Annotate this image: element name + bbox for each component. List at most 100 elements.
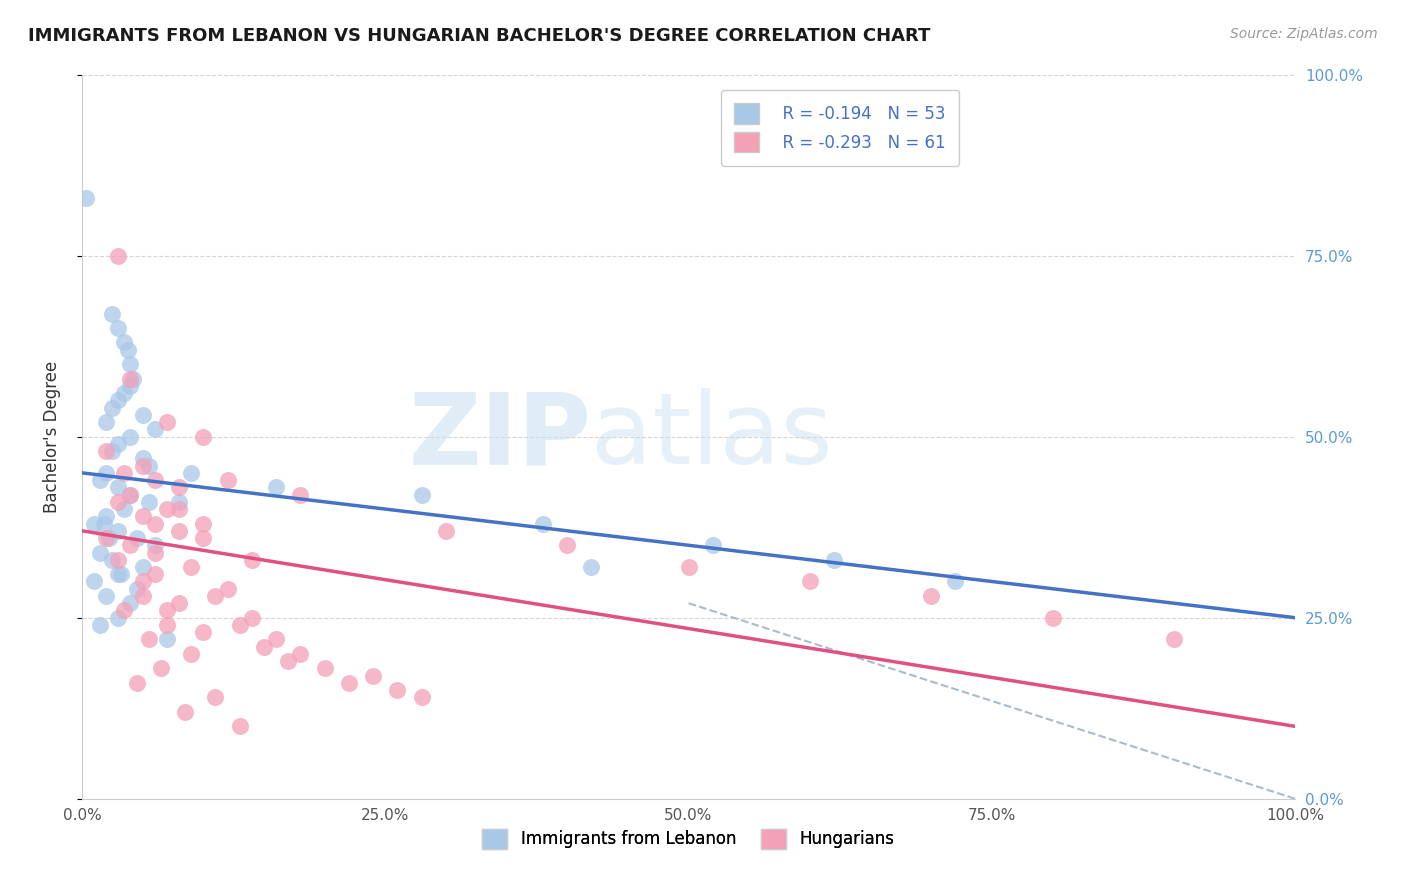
Point xyxy=(89,618,111,632)
Point xyxy=(120,487,142,501)
Point xyxy=(193,625,215,640)
Point xyxy=(110,567,132,582)
Point xyxy=(107,524,129,538)
Point xyxy=(277,654,299,668)
Point xyxy=(411,487,433,501)
Point xyxy=(120,357,142,371)
Point xyxy=(122,372,145,386)
Point xyxy=(89,545,111,559)
Point xyxy=(361,668,384,682)
Point xyxy=(96,444,118,458)
Point xyxy=(167,495,190,509)
Point xyxy=(240,610,263,624)
Point xyxy=(337,676,360,690)
Point xyxy=(125,582,148,596)
Point xyxy=(120,538,142,552)
Point xyxy=(217,473,239,487)
Point xyxy=(131,408,153,422)
Point xyxy=(156,618,179,632)
Point xyxy=(702,538,724,552)
Point xyxy=(120,487,142,501)
Point xyxy=(143,473,166,487)
Point xyxy=(531,516,554,531)
Point xyxy=(264,632,287,647)
Point xyxy=(290,647,312,661)
Point xyxy=(107,553,129,567)
Point xyxy=(75,191,97,205)
Point xyxy=(107,480,129,494)
Point xyxy=(945,574,967,589)
Point xyxy=(96,531,118,545)
Point xyxy=(117,343,139,357)
Point xyxy=(125,676,148,690)
Point xyxy=(167,596,190,610)
Point xyxy=(131,560,153,574)
Point xyxy=(156,603,179,617)
Point xyxy=(228,618,250,632)
Point xyxy=(89,473,111,487)
Point xyxy=(1163,632,1185,647)
Point xyxy=(107,321,129,335)
Point xyxy=(143,538,166,552)
Point xyxy=(555,538,578,552)
Point xyxy=(581,560,603,574)
Point xyxy=(107,437,129,451)
Point xyxy=(204,589,226,603)
Text: atlas: atlas xyxy=(592,388,834,485)
Point xyxy=(180,560,202,574)
Point xyxy=(264,480,287,494)
Point xyxy=(156,415,179,429)
Point xyxy=(156,502,179,516)
Point xyxy=(107,567,129,582)
Point xyxy=(101,553,124,567)
Point xyxy=(167,524,190,538)
Y-axis label: Bachelor's Degree: Bachelor's Degree xyxy=(44,360,60,513)
Point xyxy=(96,509,118,524)
Text: IMMIGRANTS FROM LEBANON VS HUNGARIAN BACHELOR'S DEGREE CORRELATION CHART: IMMIGRANTS FROM LEBANON VS HUNGARIAN BAC… xyxy=(28,27,931,45)
Point xyxy=(96,415,118,429)
Point xyxy=(180,466,202,480)
Point xyxy=(174,705,197,719)
Point xyxy=(167,480,190,494)
Text: Source: ZipAtlas.com: Source: ZipAtlas.com xyxy=(1230,27,1378,41)
Point xyxy=(434,524,457,538)
Point xyxy=(131,509,153,524)
Point xyxy=(96,466,118,480)
Point xyxy=(193,430,215,444)
Point xyxy=(107,249,129,263)
Point xyxy=(240,553,263,567)
Point xyxy=(143,422,166,436)
Point xyxy=(107,610,129,624)
Point xyxy=(101,401,124,415)
Text: ZIP: ZIP xyxy=(409,388,592,485)
Point xyxy=(131,574,153,589)
Point xyxy=(143,516,166,531)
Point xyxy=(101,306,124,320)
Point xyxy=(138,495,160,509)
Point xyxy=(193,516,215,531)
Point xyxy=(823,553,845,567)
Point xyxy=(167,502,190,516)
Point xyxy=(83,516,105,531)
Point xyxy=(1042,610,1064,624)
Point xyxy=(149,661,172,675)
Point xyxy=(156,632,179,647)
Point xyxy=(112,335,135,350)
Point xyxy=(678,560,700,574)
Point xyxy=(387,683,409,698)
Point xyxy=(120,430,142,444)
Legend: Immigrants from Lebanon, Hungarians: Immigrants from Lebanon, Hungarians xyxy=(475,822,901,855)
Point xyxy=(204,690,226,705)
Point xyxy=(217,582,239,596)
Point xyxy=(180,647,202,661)
Point xyxy=(112,603,135,617)
Point xyxy=(120,379,142,393)
Point xyxy=(96,589,118,603)
Point xyxy=(143,545,166,559)
Point xyxy=(97,531,120,545)
Point xyxy=(411,690,433,705)
Point xyxy=(125,531,148,545)
Point xyxy=(193,531,215,545)
Point xyxy=(143,567,166,582)
Point xyxy=(107,393,129,408)
